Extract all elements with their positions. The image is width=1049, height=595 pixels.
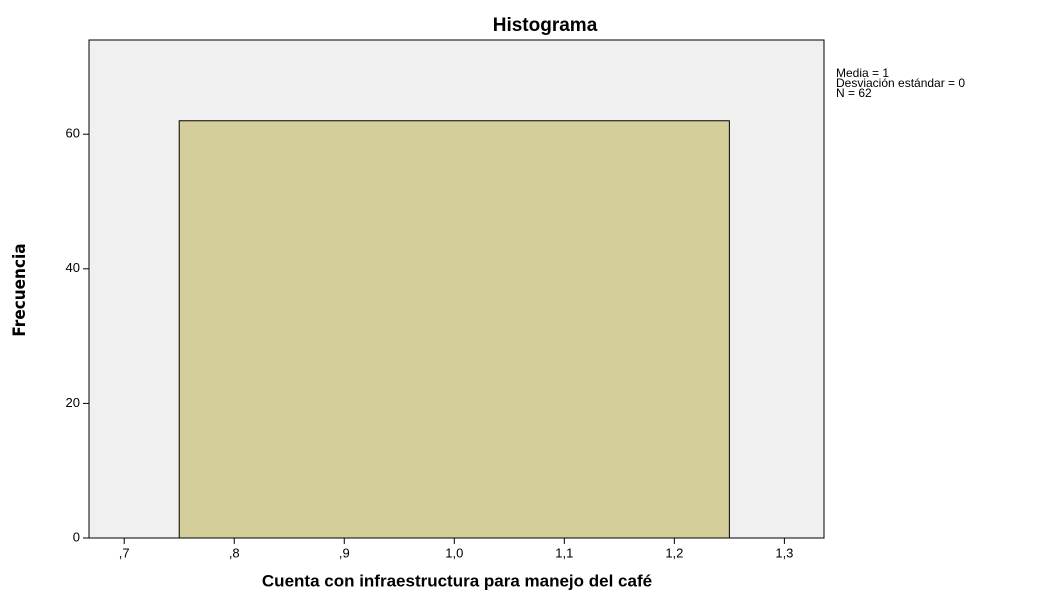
x-tick-label: 1,2 [665,545,683,560]
x-tick-label: ,8 [229,545,240,560]
x-tick-label: 1,0 [445,545,463,560]
y-axis-label: Frecuencia [10,243,30,336]
y-tick-label: 0 [73,529,80,544]
y-tick-label: 60 [66,126,80,141]
x-tick-label: 1,3 [775,545,793,560]
chart-title: Histograma [493,15,598,36]
x-axis-label: Cuenta con infraestructura para manejo d… [262,571,652,590]
x-tick-label: ,7 [119,545,130,560]
y-tick-label: 40 [66,260,80,275]
y-tick-label: 20 [66,395,80,410]
stats-annotation: N = 62 [836,86,872,100]
bar [178,120,730,539]
stats-annotation: Media = 1 [836,66,889,80]
x-tick-label: 1,1 [555,545,573,560]
stats-annotation: Desviación estándar = 0 [836,76,965,90]
x-tick-label: ,9 [339,545,350,560]
